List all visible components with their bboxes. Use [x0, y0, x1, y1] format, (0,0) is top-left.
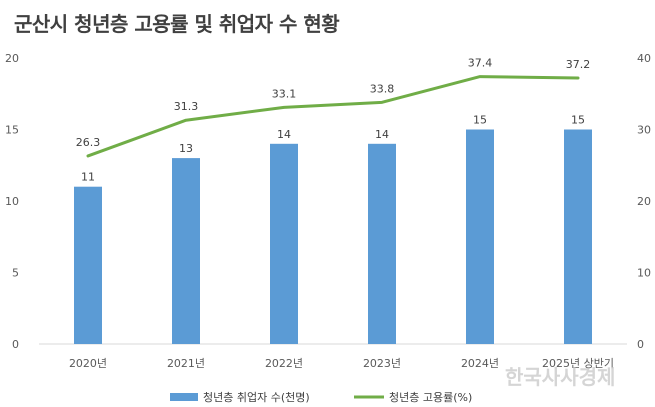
x-tick-0: 2020년: [69, 357, 107, 370]
employment-rate-line: [86, 75, 580, 158]
y-left-tick-3: 15: [5, 124, 19, 137]
bar-value-label-5: 15: [571, 114, 585, 127]
bar-5: [564, 129, 592, 344]
x-tick-5: 2025년 상반기: [542, 357, 614, 370]
watermark-text: 한국사사경제: [505, 365, 615, 389]
line-value-label-2: 33.1: [272, 87, 297, 100]
y-right-tick-0: 0: [637, 338, 644, 351]
y-right-tick-4: 40: [637, 52, 651, 65]
bar-value-label-3: 14: [375, 128, 389, 141]
x-tick-2: 2022년: [265, 357, 303, 370]
y-left-tick-1: 5: [12, 267, 19, 280]
x-tick-4: 2024년: [461, 357, 499, 370]
legend-line-label: 청년층 고용률(%): [389, 391, 472, 404]
axes-group: 0 5 10 15 20 0 10 20 30 40 2020년 2021년 2022년 2023년 202…: [5, 52, 651, 370]
data-labels-group: 11 13 14 14 15 15 26.3 31.3 33.1 33.8 37.4 37.2: [76, 57, 591, 184]
line-value-label-0: 26.3: [76, 136, 101, 149]
line-value-label-3: 33.8: [370, 82, 395, 95]
bar-value-label-2: 14: [277, 128, 291, 141]
bar-1: [172, 158, 200, 344]
y-left-tick-0: 0: [12, 338, 19, 351]
line-value-label-4: 37.4: [468, 57, 493, 70]
legend-bar-swatch: [170, 393, 198, 401]
bar-4: [466, 129, 494, 344]
line-group: [86, 75, 580, 158]
bar-0: [74, 186, 102, 344]
bar-value-label-4: 15: [473, 114, 487, 127]
line-value-label-1: 31.3: [174, 100, 199, 113]
x-tick-1: 2021년: [167, 357, 205, 370]
bar-value-label-0: 11: [81, 171, 95, 184]
bar-3: [368, 143, 396, 344]
chart-title: 군산시 청년층 고용률 및 취업자 수 현황: [14, 12, 340, 36]
legend: 청년층 취업자 수(천명) 청년층 고용률(%): [170, 390, 472, 404]
bar-value-label-1: 13: [179, 142, 193, 155]
y-left-tick-2: 10: [5, 195, 19, 208]
y-right-tick-3: 30: [637, 124, 651, 137]
bars-group: [74, 129, 592, 344]
bar-2: [270, 143, 298, 344]
line-value-label-5: 37.2: [566, 58, 591, 71]
y-right-tick-2: 20: [637, 195, 651, 208]
x-tick-3: 2023년: [363, 357, 401, 370]
legend-bar-label: 청년층 취업자 수(천명): [203, 390, 310, 404]
y-left-tick-4: 20: [5, 52, 19, 65]
y-right-tick-1: 10: [637, 267, 651, 280]
